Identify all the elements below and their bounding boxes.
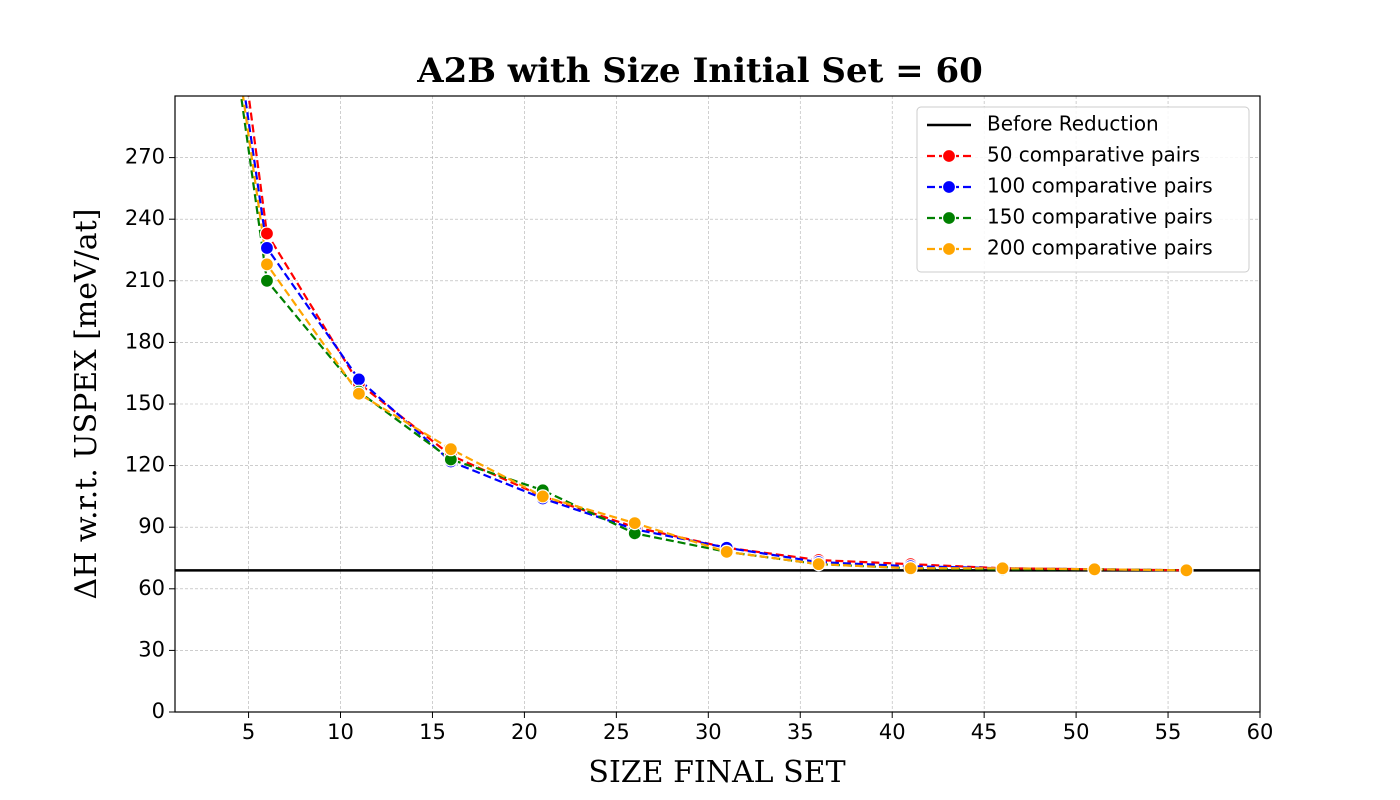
point: [811, 557, 826, 572]
x-tick-label: 10: [327, 720, 354, 744]
point: [535, 489, 550, 504]
axes: 5 10 15 20 25 30 35 40 45 50 55 60 0 30 60 90 120 150 180 2…: [125, 145, 1273, 744]
point: [259, 240, 275, 256]
x-axis-label: SIZE FINAL SET: [588, 755, 845, 790]
y-tick-label: 0: [152, 699, 165, 723]
y-tick-label: 270: [125, 145, 165, 169]
y-tick-label: 210: [125, 268, 165, 292]
legend-label: 200 comparative pairs: [987, 236, 1213, 260]
legend-label: 100 comparative pairs: [987, 174, 1213, 198]
point: [995, 561, 1010, 576]
point: [259, 273, 275, 288]
point: [1179, 563, 1194, 578]
x-tick-label: 20: [511, 720, 538, 744]
x-tick-label: 60: [1247, 720, 1274, 744]
legend: Before Reduction 50 comparative pairs 100 …: [916, 106, 1250, 273]
point: [351, 372, 366, 387]
x-tick-label: 50: [1063, 720, 1090, 744]
legend-label: Before Reduction: [987, 112, 1159, 136]
legend-label: 150 comparative pairs: [987, 205, 1213, 229]
y-tick-label: 180: [125, 329, 165, 353]
point: [259, 226, 275, 241]
legend-marker: [941, 241, 957, 257]
point: [1087, 562, 1102, 577]
point: [351, 386, 366, 401]
x-tick-label: 5: [242, 720, 255, 744]
point: [719, 544, 734, 559]
plot-area: [175, 96, 1260, 578]
series-line: [241, 96, 1187, 572]
y-tick-label: 150: [125, 391, 165, 415]
point: [443, 442, 458, 457]
x-tick-label: 40: [879, 720, 906, 744]
legend-marker: [941, 210, 957, 226]
point: [259, 257, 275, 272]
y-tick-label: 120: [125, 453, 165, 477]
y-axis-label: ΔH w.r.t. USPEX [meV/at]: [69, 209, 104, 600]
x-tick-label: 35: [787, 720, 814, 744]
point: [903, 561, 918, 576]
y-tick-label: 30: [138, 637, 165, 661]
x-tick-label: 45: [971, 720, 998, 744]
point: [627, 515, 642, 531]
legend-box: [916, 106, 1250, 273]
y-tick-label: 60: [138, 576, 165, 600]
legend-marker: [941, 148, 957, 164]
x-tick-label: 30: [695, 720, 722, 744]
x-tick-label: 55: [1155, 720, 1182, 744]
x-tick-label: 15: [419, 720, 446, 744]
chart-title: A2B with Size Initial Set = 60: [416, 51, 983, 91]
y-tick-label: 240: [125, 206, 165, 230]
y-tick-label: 90: [138, 514, 165, 538]
x-tick-label: 25: [603, 720, 630, 744]
legend-marker: [941, 179, 957, 195]
legend-label: 50 comparative pairs: [987, 143, 1200, 167]
